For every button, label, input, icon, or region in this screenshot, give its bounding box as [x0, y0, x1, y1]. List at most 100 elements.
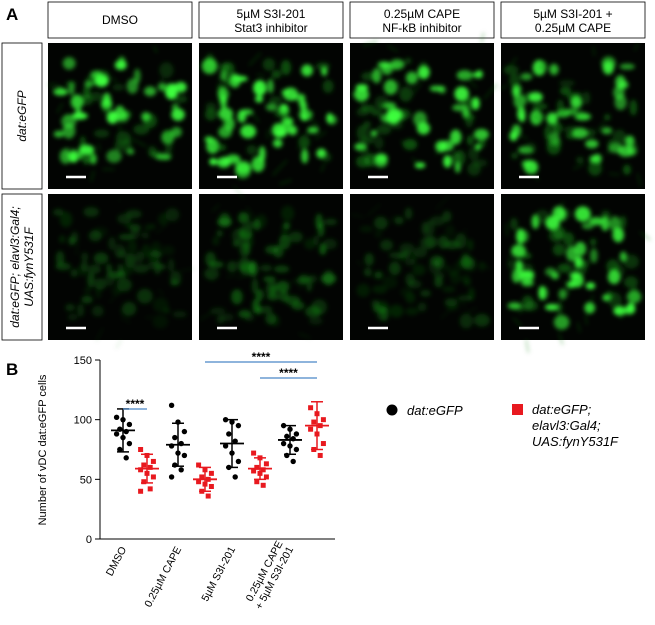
cell-signal	[413, 246, 428, 258]
cell-signal	[155, 153, 171, 161]
cell-signal	[322, 152, 332, 162]
cell-signal	[283, 222, 291, 230]
cell-signal	[246, 221, 259, 229]
data-point	[117, 446, 123, 453]
cell-signal	[513, 94, 526, 109]
cell-signal	[574, 256, 583, 268]
cell-signal	[511, 244, 526, 258]
data-point	[113, 414, 120, 420]
data-point	[280, 422, 287, 429]
fiber-signal	[590, 294, 594, 305]
fiber-signal	[480, 262, 492, 270]
cell-signal	[125, 209, 142, 219]
cell-signal	[218, 107, 233, 121]
cell-signal	[471, 97, 480, 110]
cell-signal	[558, 288, 568, 300]
row-label-box	[1, 42, 43, 190]
cell-signal	[553, 314, 570, 330]
cell-signal	[372, 285, 388, 294]
cell-signal	[150, 250, 163, 258]
cell-signal	[509, 73, 520, 88]
cell-signal	[399, 86, 413, 102]
cell-signal	[389, 304, 404, 318]
fiber-signal	[629, 143, 640, 146]
cell-signal	[206, 138, 220, 154]
cell-signal	[260, 264, 273, 272]
image-signal	[500, 43, 642, 187]
fiber-signal	[606, 148, 611, 155]
fiber-signal	[387, 45, 399, 52]
cell-signal	[126, 78, 139, 94]
cell-signal	[91, 305, 104, 317]
cell-signal	[141, 112, 151, 122]
cell-signal	[226, 261, 238, 273]
cell-signal	[466, 258, 477, 272]
cell-signal	[467, 239, 474, 251]
significance-label: ****	[126, 397, 145, 411]
cell-signal	[133, 124, 150, 135]
cell-signal	[125, 253, 136, 268]
cell-signal	[535, 209, 550, 224]
cell-signal	[106, 149, 122, 163]
fiber-signal	[144, 316, 154, 319]
cell-signal	[161, 245, 175, 256]
fiber-signal	[367, 203, 381, 217]
cell-signal	[361, 72, 376, 81]
cell-signal	[205, 102, 217, 112]
cell-signal	[133, 264, 149, 274]
column-header: Stat3 inhibitor	[234, 21, 307, 35]
cell-signal	[172, 311, 187, 318]
fiber-signal	[585, 314, 588, 325]
cell-signal	[112, 83, 125, 91]
cell-signal	[624, 135, 635, 147]
data-point	[126, 421, 133, 428]
fiber-signal	[272, 159, 288, 176]
cell-signal	[150, 241, 162, 254]
cell-signal	[127, 240, 138, 253]
fiber-signal	[304, 130, 319, 135]
fiber-signal	[512, 85, 522, 91]
data-point	[308, 405, 314, 411]
cell-signal	[417, 65, 430, 80]
cell-signal	[388, 261, 401, 276]
cell-signal	[394, 216, 404, 225]
fiber-signal	[279, 234, 285, 241]
cell-signal	[413, 111, 427, 127]
cell-signal	[419, 61, 428, 69]
cell-signal	[231, 289, 243, 305]
cell-signal	[253, 80, 267, 96]
legend-label: dat:eGFP; elavl3:Gal4; UAS:fynY531F	[532, 402, 618, 449]
cell-signal	[538, 285, 545, 300]
cell-signal	[240, 124, 257, 139]
fiber-signal	[359, 138, 366, 142]
cell-signal	[157, 213, 168, 226]
cell-signal	[76, 303, 85, 317]
cell-signal	[163, 307, 171, 314]
legend-marker	[386, 404, 398, 416]
cell-signal	[70, 231, 79, 243]
cell-signal	[452, 104, 468, 112]
fiber-signal	[500, 84, 508, 90]
cell-signal	[238, 212, 250, 224]
cell-signal	[363, 267, 372, 277]
data-point	[172, 434, 178, 441]
image-signal	[52, 198, 195, 349]
fiber-signal	[261, 75, 275, 88]
fiber-signal	[520, 246, 532, 259]
fiber-signal	[594, 121, 605, 135]
cell-signal	[405, 292, 416, 304]
fiber-signal	[267, 129, 269, 139]
cell-signal	[376, 124, 392, 135]
fiber-signal	[211, 204, 220, 213]
cell-signal	[622, 164, 631, 175]
cell-signal	[70, 268, 78, 278]
cell-signal	[503, 65, 519, 75]
cell-signal	[59, 211, 73, 228]
fiber-signal	[246, 206, 258, 222]
cell-signal	[558, 208, 567, 222]
cell-signal	[88, 264, 101, 275]
cell-signal	[116, 278, 132, 292]
cell-signal	[255, 289, 264, 302]
cell-signal	[612, 129, 627, 145]
